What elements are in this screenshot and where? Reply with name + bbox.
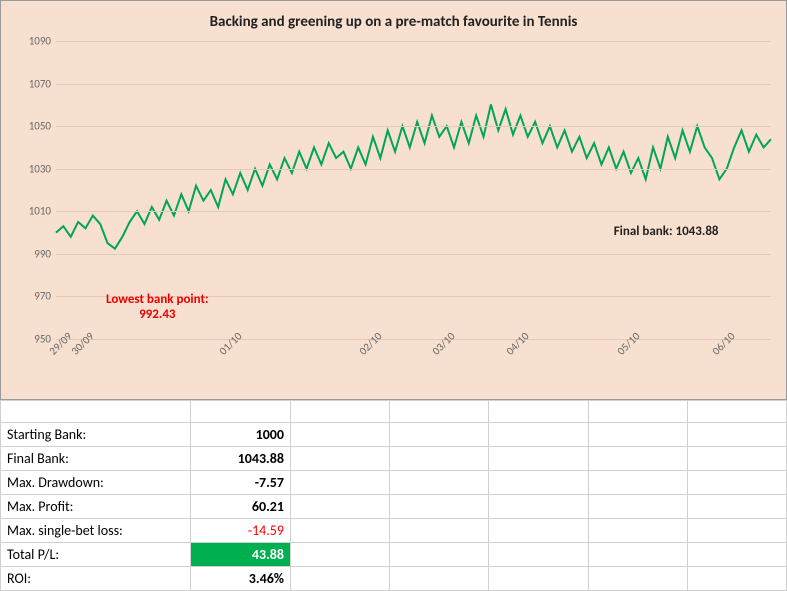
y-tick-label: 990 <box>11 247 51 260</box>
stat-value: 43.88 <box>191 543 291 567</box>
stats-tbody: Starting Bank:1000Final Bank:1043.88Max.… <box>1 401 787 591</box>
table-row: Max. single-bet loss:-14.59 <box>1 519 787 543</box>
table-row: Max. Drawdown:-7.57 <box>1 471 787 495</box>
chart-title: Backing and greening up on a pre-match f… <box>1 13 786 31</box>
stats-table: Starting Bank:1000Final Bank:1043.88Max.… <box>0 400 787 591</box>
y-tick-label: 1050 <box>11 120 51 133</box>
y-axis: 95097099010101030105010701090 <box>11 41 51 339</box>
table-row: Max. Profit:60.21 <box>1 495 787 519</box>
stat-value: 60.21 <box>191 495 291 519</box>
table-row: ROI:3.46% <box>1 567 787 591</box>
chart-annotation: Lowest bank point:992.43 <box>106 292 209 322</box>
x-axis: 29/0930/0901/1002/1003/1004/1005/1006/10 <box>56 339 771 389</box>
bank-chart: Backing and greening up on a pre-match f… <box>0 0 787 400</box>
stat-value: 3.46% <box>191 567 291 591</box>
stat-label: Final Bank: <box>1 447 191 471</box>
chart-annotation: Final bank: 1043.88 <box>614 224 719 239</box>
y-tick-label: 1030 <box>11 162 51 175</box>
gridline <box>56 211 771 212</box>
stat-value: -7.57 <box>191 471 291 495</box>
stat-label: Max. Profit: <box>1 495 191 519</box>
table-row: Final Bank:1043.88 <box>1 447 787 471</box>
stat-value: 1043.88 <box>191 447 291 471</box>
stat-label: Total P/L: <box>1 543 191 567</box>
stat-label: Max. Drawdown: <box>1 471 191 495</box>
stat-label: Starting Bank: <box>1 423 191 447</box>
y-tick-label: 950 <box>11 333 51 346</box>
plot-area: Lowest bank point:992.43 Final bank: 1043… <box>56 41 771 339</box>
gridline <box>56 169 771 170</box>
y-tick-label: 1010 <box>11 205 51 218</box>
y-tick-label: 1070 <box>11 77 51 90</box>
gridline <box>56 84 771 85</box>
stat-label: ROI: <box>1 567 191 591</box>
stat-value: 1000 <box>191 423 291 447</box>
table-row: Total P/L:43.88 <box>1 543 787 567</box>
stat-value: -14.59 <box>191 519 291 543</box>
gridline <box>56 254 771 255</box>
gridline <box>56 126 771 127</box>
y-tick-label: 970 <box>11 290 51 303</box>
y-tick-label: 1090 <box>11 35 51 48</box>
table-row: Starting Bank:1000 <box>1 423 787 447</box>
gridline <box>56 41 771 42</box>
stat-label: Max. single-bet loss: <box>1 519 191 543</box>
